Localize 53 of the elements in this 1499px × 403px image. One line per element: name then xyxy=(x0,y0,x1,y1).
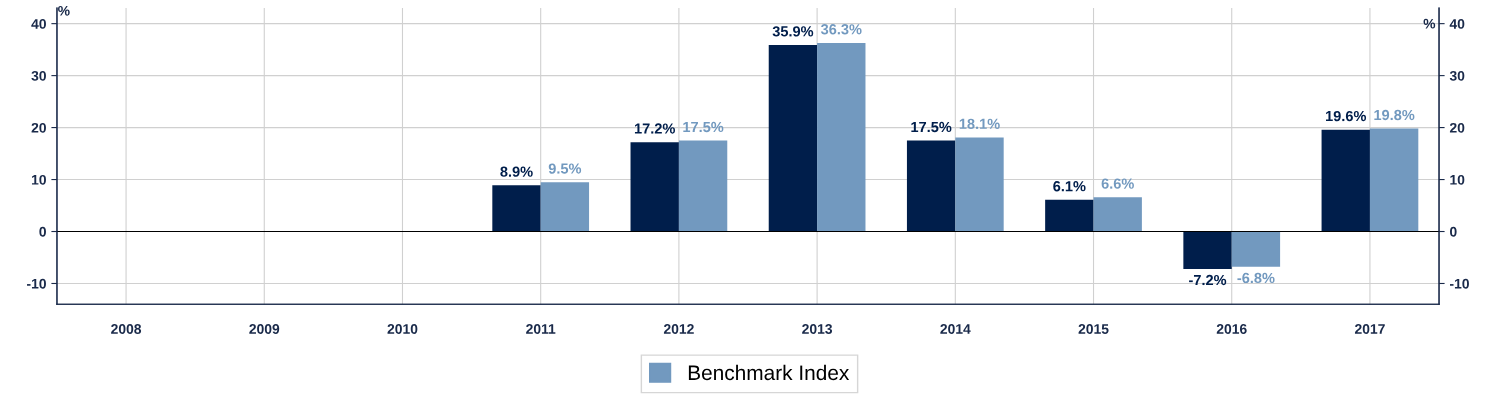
data-label: 6.1% xyxy=(1053,181,1086,192)
y-axis-title: % xyxy=(58,5,70,16)
y2-tick-label: 40 xyxy=(1449,18,1465,29)
bar xyxy=(540,182,590,232)
bar xyxy=(906,140,956,232)
x-tick-label: 2014 xyxy=(940,324,971,334)
y2-tick-label: -10 xyxy=(1450,278,1469,289)
bar xyxy=(1093,197,1142,232)
y2-tick-label: 30 xyxy=(1449,70,1465,81)
bar xyxy=(955,137,1004,232)
y-tick-label: -10 xyxy=(27,278,46,289)
y-tick-label: 30 xyxy=(31,70,46,81)
x-tick-label: 2010 xyxy=(387,324,418,334)
x-tick-label: 2012 xyxy=(663,324,694,334)
x-tick-label: 2016 xyxy=(1216,324,1247,334)
data-label: 18.1% xyxy=(959,118,1000,130)
y-tick-label: 0 xyxy=(39,226,46,237)
y-tick-label: 40 xyxy=(31,18,46,29)
y2-axis-title: % xyxy=(1423,18,1436,29)
y-tick-label: 10 xyxy=(31,174,46,185)
y2-tick-label: 0 xyxy=(1450,226,1457,237)
bar xyxy=(1231,231,1281,267)
x-tick-label: 2017 xyxy=(1354,324,1385,334)
bar xyxy=(768,44,818,232)
y2-tick-label: 20 xyxy=(1449,122,1465,133)
data-label: 19.8% xyxy=(1374,109,1415,121)
x-tick-label: 2011 xyxy=(526,324,556,334)
data-label: 17.5% xyxy=(683,121,724,133)
data-label: 36.3% xyxy=(820,24,862,35)
data-label: 9.5% xyxy=(548,163,582,174)
legend-label: Benchmark Index xyxy=(688,364,850,381)
bar xyxy=(817,42,866,232)
data-label: 35.9% xyxy=(772,26,814,37)
x-tick-label: 2009 xyxy=(249,324,280,334)
data-label: -6.8% xyxy=(1237,272,1275,284)
data-label: -7.2% xyxy=(1189,274,1227,286)
x-tick-label: 2013 xyxy=(802,324,833,334)
y-tick-label: 20 xyxy=(31,122,46,133)
bar xyxy=(630,142,679,232)
data-label: 17.2% xyxy=(634,123,675,134)
data-label: 19.6% xyxy=(1325,110,1367,122)
y2-tick-label: 10 xyxy=(1450,174,1465,185)
bar xyxy=(1321,129,1370,232)
bar xyxy=(1183,231,1232,269)
data-label: 8.9% xyxy=(500,166,533,177)
data-label: 6.6% xyxy=(1101,178,1134,189)
bar xyxy=(1369,128,1419,232)
bar xyxy=(1045,199,1094,232)
bar xyxy=(492,185,541,232)
x-tick-label: 2008 xyxy=(111,324,142,334)
data-label: 17.5% xyxy=(911,121,952,133)
bar xyxy=(678,140,728,232)
x-tick-label: 2015 xyxy=(1078,324,1109,334)
